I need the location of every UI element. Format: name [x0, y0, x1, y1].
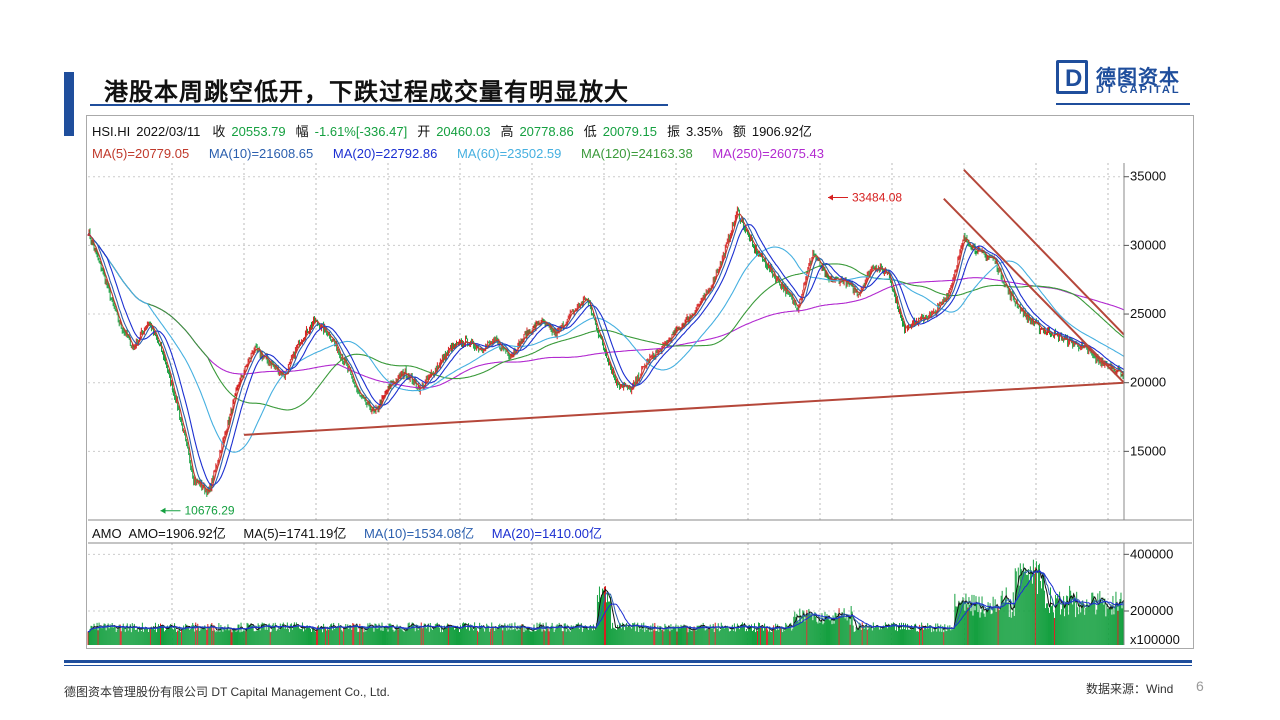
close-value: 20553.79 — [231, 124, 286, 139]
amo-ma5: MA(5)=1741.19亿 — [243, 526, 347, 541]
ma10-legend: MA(10)=21608.65 — [208, 146, 314, 161]
ma250-legend: MA(250)=26075.43 — [712, 146, 824, 161]
page-number: 6 — [1196, 678, 1204, 694]
amo-ma10: MA(10)=1534.08亿 — [363, 526, 475, 541]
amp-label: 振 — [666, 124, 680, 139]
low-label: 低 — [583, 124, 597, 139]
low-value: 20079.15 — [602, 124, 657, 139]
open-label: 开 — [417, 124, 431, 139]
title-accent-bar — [64, 72, 74, 136]
amo-value: AMO=1906.92亿 — [128, 526, 226, 541]
amo-legend-row: AMO AMO=1906.92亿 MA(5)=1741.19亿 MA(10)=1… — [92, 523, 616, 542]
ma60-legend: MA(60)=23502.59 — [456, 146, 562, 161]
ma120-legend: MA(120)=24163.38 — [581, 146, 693, 161]
high-value: 20778.86 — [519, 124, 574, 139]
change-value: -1.61%[-336.47] — [314, 124, 408, 139]
page-title: 港股本周跳空低开，下跌过程成交量有明显放大 — [104, 79, 629, 106]
ma20-legend: MA(20)=22792.86 — [332, 146, 438, 161]
chart-frame — [86, 115, 1194, 649]
logo-mark-icon: D — [1056, 60, 1088, 94]
amo-name: AMO — [92, 526, 122, 541]
amount-value: 1906.92亿 — [751, 124, 812, 139]
logo-letter: D — [1065, 65, 1083, 92]
title-underline — [90, 104, 668, 106]
footer-rule-thin — [64, 665, 1192, 666]
quote-date: 2022/03/11 — [136, 124, 201, 139]
close-label: 收 — [212, 124, 226, 139]
change-label: 幅 — [295, 124, 309, 139]
ma5-legend: MA(5)=20779.05 — [92, 146, 190, 161]
footer-company: 德图资本管理股份有限公司 DT Capital Management Co., … — [64, 685, 390, 699]
symbol: HSI.HI — [92, 124, 131, 139]
ma-legend-row: MA(5)=20779.05 MA(10)=21608.65 MA(20)=22… — [92, 146, 840, 161]
company-logo: D 德图资本 DT CAPITAL — [1056, 60, 1190, 100]
logo-english: DT CAPITAL — [1096, 84, 1181, 96]
footer-rule — [64, 660, 1192, 663]
logo-chinese: 德图资本 — [1096, 67, 1180, 89]
footer-source: 数据来源：Wind — [1086, 682, 1174, 696]
amo-ma20: MA(20)=1410.00亿 — [491, 526, 602, 541]
logo-underline — [1056, 103, 1190, 105]
quote-info-row: HSI.HI 2022/03/11 收 20553.79 幅 -1.61%[-336.47… — [92, 121, 818, 140]
high-label: 高 — [500, 124, 514, 139]
amp-value: 3.35% — [685, 124, 723, 139]
open-value: 20460.03 — [436, 124, 491, 139]
amount-label: 额 — [732, 124, 746, 139]
